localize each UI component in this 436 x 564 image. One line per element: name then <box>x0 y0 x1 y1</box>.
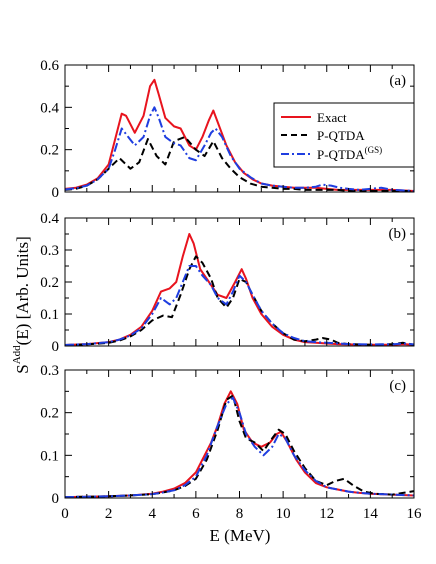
y-tick-label: 0.3 <box>40 363 59 379</box>
y-tick-label: 0 <box>52 185 60 201</box>
panel-0: 0 0.2 0.4 0.6 (a) <box>40 58 415 201</box>
y-tick-label: 0.2 <box>40 143 59 159</box>
y-tick-label: 0.3 <box>40 243 59 259</box>
series-line-pqtda-gs <box>65 265 414 346</box>
series-line-exact <box>65 233 414 346</box>
y-tick-label: 0.2 <box>40 275 59 291</box>
x-tick-label: 6 <box>192 506 200 522</box>
x-tick-label: 14 <box>363 506 379 522</box>
panels-group: 0 0.2 0.4 0.6 (a) 0 0.1 0.2 0.3 0.4 (b) 0 2 4 6 8 10 12 14… <box>40 58 422 522</box>
x-tick-label: 2 <box>105 506 113 522</box>
series-line-pqtda <box>65 394 414 498</box>
panel-1: 0 0.1 0.2 0.3 0.4 (b) <box>40 211 415 355</box>
series-line-pqtda <box>65 255 414 346</box>
panel-label: (b) <box>389 226 407 242</box>
legend-label-pqtda-gs: P-QTDA(GS) <box>317 145 382 162</box>
y-axis-title: SAdd(E) [Arb. Units] <box>11 236 32 373</box>
y-tick-label: 0 <box>52 491 60 507</box>
x-axis-title: E (MeV) <box>210 526 271 545</box>
series-line-exact <box>65 78 414 192</box>
x-tick-label: 8 <box>236 506 244 522</box>
plot-frame <box>64 369 415 499</box>
series-line-pqtda <box>65 135 414 192</box>
panel-label: (c) <box>389 378 406 394</box>
y-tick-label: 0.4 <box>40 100 59 116</box>
y-tick-label: 0.1 <box>40 307 59 323</box>
y-tick-label: 0 <box>52 339 60 355</box>
series-line-pqtda-gs <box>65 396 414 498</box>
x-tick-label: 0 <box>61 506 69 522</box>
plot-frame <box>64 217 415 347</box>
legend-label-exact: Exact <box>317 110 347 125</box>
legend-box <box>273 102 415 168</box>
y-tick-label: 0.6 <box>40 58 59 74</box>
x-tick-label: 16 <box>407 506 423 522</box>
legend-label-pqtda: P-QTDA <box>317 128 365 143</box>
x-tick-label: 12 <box>319 506 334 522</box>
panel-2: 0 2 4 6 8 10 12 14 16 0 0.1 0.2 0.3 (c) <box>40 363 422 522</box>
legend: Exact P-QTDA P-QTDA(GS) <box>273 102 415 168</box>
panel-label: (a) <box>389 73 406 89</box>
x-tick-label: 4 <box>149 506 157 522</box>
series-line-pqtda-gs <box>65 106 414 192</box>
y-tick-label: 0.1 <box>40 448 59 464</box>
series-line-exact <box>65 390 414 498</box>
y-tick-label: 0.2 <box>40 406 59 422</box>
y-tick-label: 0.4 <box>40 211 59 227</box>
x-tick-label: 10 <box>276 506 291 522</box>
